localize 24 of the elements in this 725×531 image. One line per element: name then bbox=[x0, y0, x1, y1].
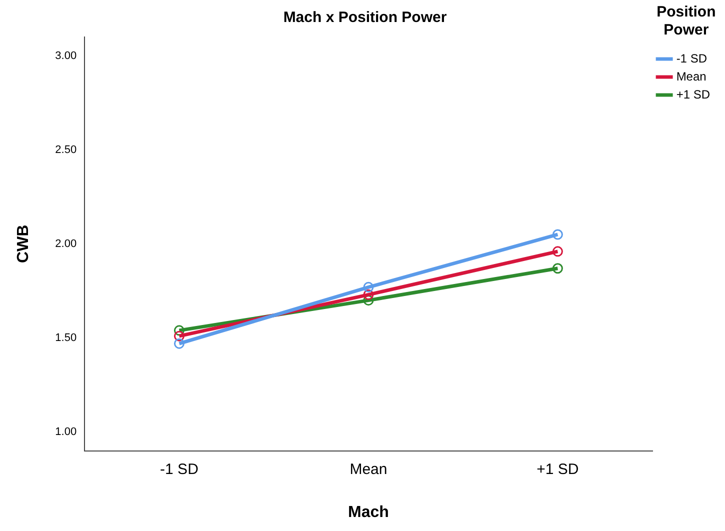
legend-label: -1 SD bbox=[676, 51, 708, 66]
point bbox=[174, 325, 184, 336]
point bbox=[174, 330, 184, 342]
legend-label: Mean bbox=[676, 69, 706, 84]
chart-title: Mach x Position Power bbox=[283, 9, 447, 26]
point bbox=[174, 338, 184, 349]
x-tick-label: +1 SD bbox=[536, 460, 579, 478]
x-tick-label: -1 SD bbox=[160, 460, 199, 478]
y-tick-label: 2.50 bbox=[55, 144, 77, 156]
y-tick-label: 1.00 bbox=[55, 426, 77, 438]
x-axis-title: Mach bbox=[348, 504, 389, 521]
point bbox=[552, 246, 563, 257]
y-tick-label: 2.00 bbox=[55, 238, 77, 250]
y-tick-label: 3.00 bbox=[55, 50, 77, 62]
point bbox=[363, 295, 374, 306]
legend-label: +1 SD bbox=[676, 87, 710, 102]
point bbox=[552, 263, 563, 274]
legend-title: Position Power bbox=[656, 4, 716, 39]
point bbox=[363, 289, 374, 300]
y-tick-label: 1.50 bbox=[55, 332, 77, 344]
point bbox=[552, 229, 563, 240]
x-tick-label: Mean bbox=[350, 460, 388, 478]
point bbox=[363, 282, 374, 292]
y-axis-title: CWB bbox=[15, 224, 32, 264]
